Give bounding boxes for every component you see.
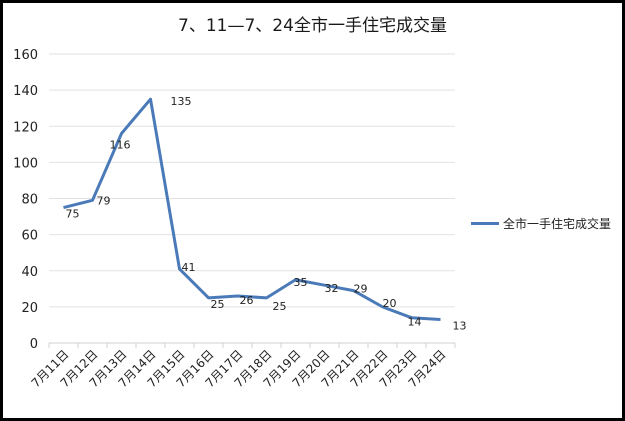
legend: 全市一手住宅成交量 xyxy=(471,215,611,232)
legend-label: 全市一手住宅成交量 xyxy=(503,217,612,231)
data-label: 35 xyxy=(294,276,308,289)
data-label: 20 xyxy=(383,297,397,310)
y-tick-label: 140 xyxy=(13,84,38,99)
data-label: 135 xyxy=(171,95,192,108)
data-label: 25 xyxy=(273,300,287,313)
y-tick-label: 20 xyxy=(21,301,38,316)
data-label: 25 xyxy=(211,298,225,311)
y-tick-label: 0 xyxy=(30,337,38,352)
data-label: 32 xyxy=(325,282,339,295)
y-tick-label: 80 xyxy=(21,193,38,208)
series-line xyxy=(63,97,441,322)
data-label: 79 xyxy=(97,194,111,207)
data-label: 14 xyxy=(408,316,422,329)
chart-title: 7、11—7、24全市一手住宅成交量 xyxy=(178,16,447,36)
y-tick-label: 120 xyxy=(13,120,38,135)
data-label: 26 xyxy=(240,294,254,307)
data-label: 75 xyxy=(66,208,80,221)
data-label: 13 xyxy=(453,320,467,333)
data-label: 116 xyxy=(110,138,131,151)
data-label: 29 xyxy=(354,283,368,296)
legend-line-icon xyxy=(471,222,499,225)
y-tick-label: 40 xyxy=(21,265,38,280)
y-tick-label: 60 xyxy=(21,229,38,244)
y-tick-label: 100 xyxy=(13,156,38,171)
y-tick-label: 160 xyxy=(13,48,38,63)
data-label: 41 xyxy=(182,261,196,274)
